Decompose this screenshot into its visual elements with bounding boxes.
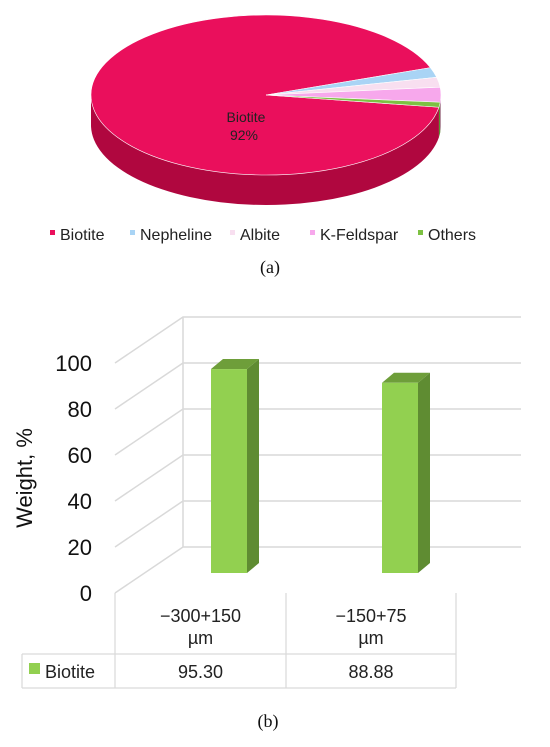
table-value: 88.88: [348, 662, 393, 682]
gridline: [114, 362, 521, 410]
bar-chart: 020406080100−300+150µm95.30−150+75µm88.8…: [21, 316, 521, 689]
legend-label-biotite: Biotite: [60, 227, 105, 244]
gridline: [114, 546, 521, 594]
bar-2: [382, 382, 418, 573]
gridline: [114, 316, 521, 364]
y-tick-label: 40: [68, 489, 92, 514]
y-tick-label: 80: [68, 397, 92, 422]
bar-top: [382, 372, 430, 383]
bar-1: [211, 369, 247, 573]
bar-y-axis-label: Weight, %: [12, 428, 37, 528]
table-legend-swatch: [29, 663, 40, 674]
pie-side-k-feldspar: [440, 95, 441, 133]
bar-side: [418, 372, 430, 573]
gridline: [114, 454, 521, 502]
legend-swatch-others: [418, 230, 423, 235]
pie-chart: [90, 14, 442, 205]
category-label: −150+75: [335, 606, 406, 626]
legend-swatch-k-feldspar: [310, 230, 315, 235]
pie-side-others: [438, 102, 441, 138]
y-tick-label: 100: [55, 351, 92, 376]
bar-side: [247, 359, 259, 573]
legend-label-others: Others: [428, 227, 476, 244]
bar-top: [211, 359, 259, 370]
legend-swatch-biotite: [50, 230, 55, 235]
gridline: [114, 500, 521, 548]
category-label: µm: [188, 628, 213, 648]
pie-legend: Biotite Nepheline Albite K-Feldspar Others: [50, 227, 476, 244]
category-label: µm: [358, 628, 383, 648]
category-label: −300+150: [160, 606, 241, 626]
legend-label-nepheline: Nepheline: [140, 227, 212, 244]
pie-side-biotite: [91, 95, 439, 205]
legend-swatch-nepheline: [130, 230, 135, 235]
legend-swatch-albite: [230, 230, 235, 235]
y-tick-label: 20: [68, 535, 92, 560]
pie-data-label-name: Biotite: [227, 109, 266, 125]
table-series-name: Biotite: [45, 662, 95, 682]
pie-slice-others: [265, 94, 441, 108]
panel-a-label: (a): [260, 257, 280, 278]
y-tick-label: 60: [68, 443, 92, 468]
gridline: [114, 408, 521, 456]
legend-label-albite: Albite: [240, 227, 280, 244]
panel-b-label: (b): [258, 711, 279, 732]
y-tick-label: 0: [80, 581, 92, 606]
pie-data-label-value: 92%: [230, 127, 258, 143]
pie-slice-biotite: [90, 14, 440, 176]
legend-label-k-feldspar: K-Feldspar: [320, 227, 399, 244]
table-value: 95.30: [178, 662, 223, 682]
